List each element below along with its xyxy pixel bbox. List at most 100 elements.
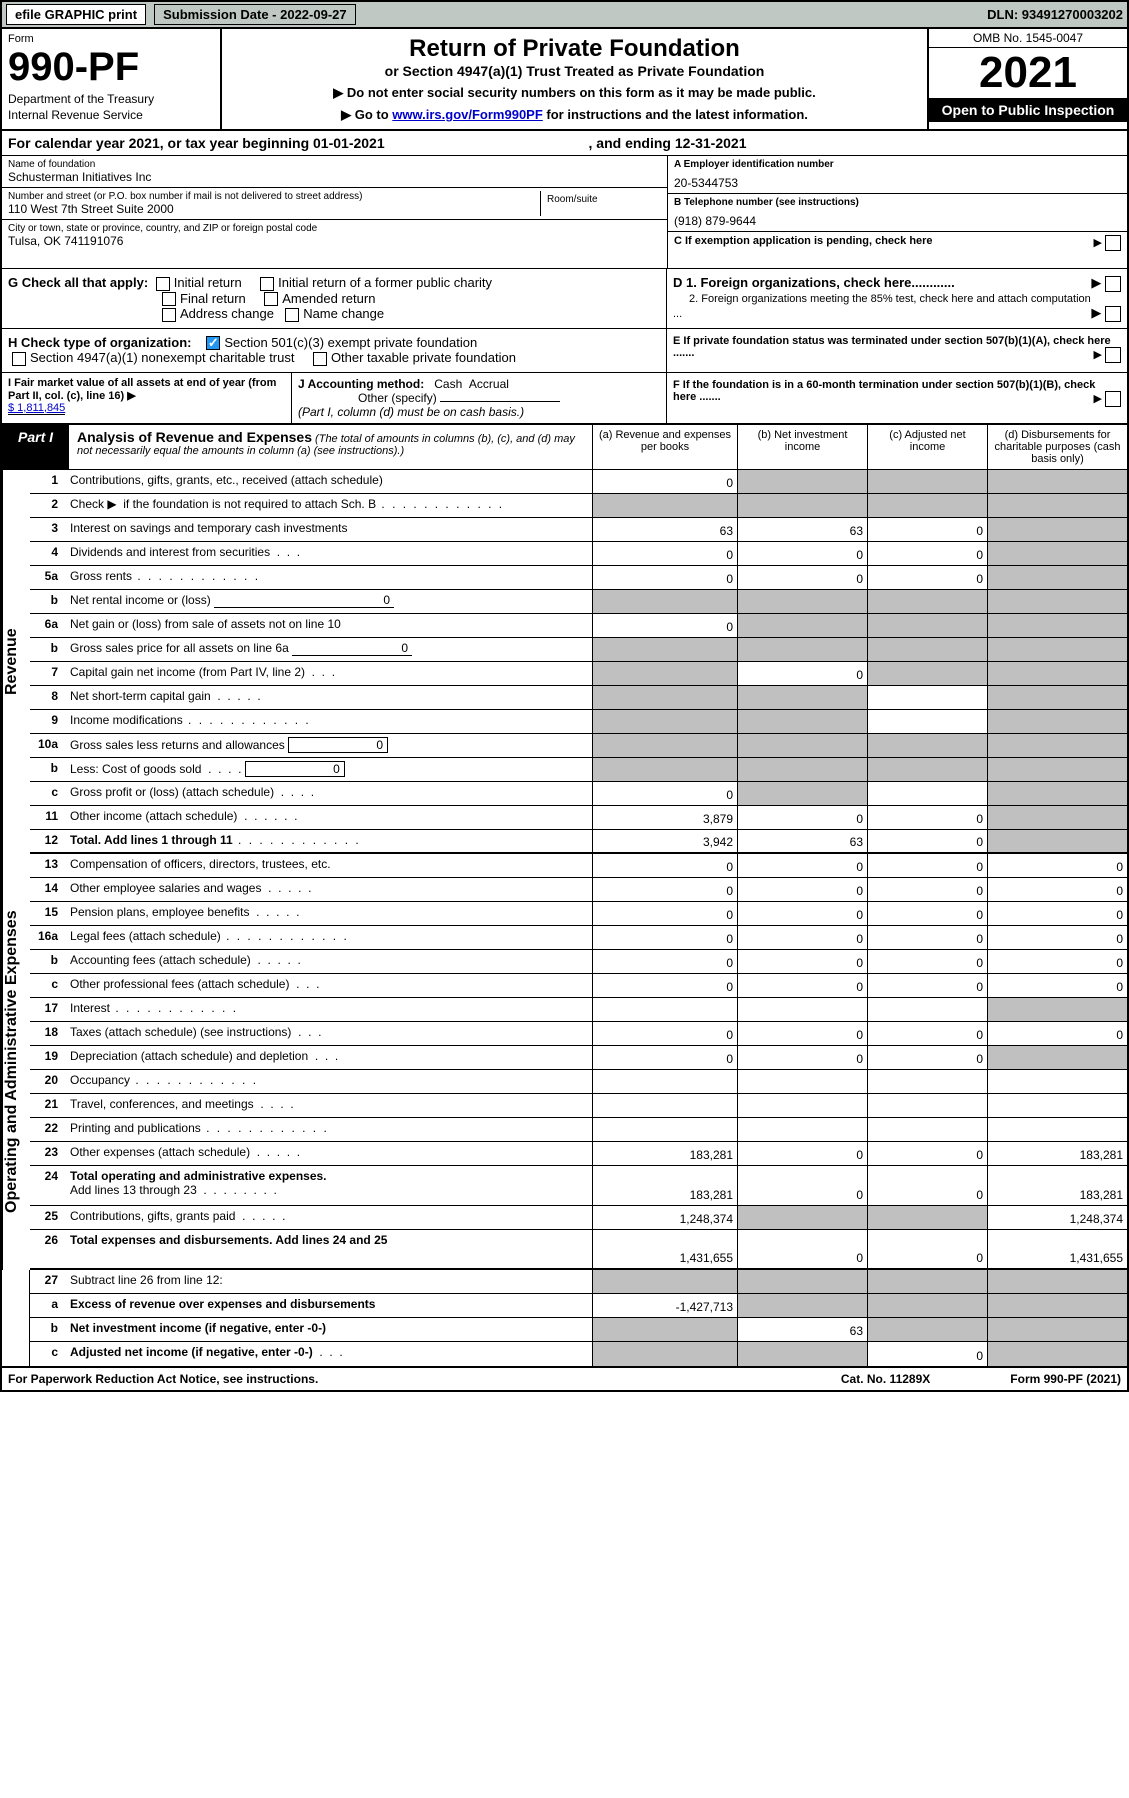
line-num: 9 [30,710,66,733]
c-cell: C If exemption application is pending, c… [668,232,1127,268]
d2-checkbox[interactable] [1105,306,1121,322]
cell-b: 0 [737,566,867,589]
table-row: cAdjusted net income (if negative, enter… [30,1342,1127,1366]
line-desc: Excess of revenue over expenses and disb… [66,1294,592,1317]
cell-b [737,1070,867,1093]
g-initial-former: Initial return of a former public charit… [278,275,492,290]
initial-return-checkbox[interactable] [156,277,170,291]
c-checkbox[interactable] [1105,235,1121,251]
cell-b: 0 [737,1166,867,1205]
desc-text: Less: Cost of goods sold [70,762,201,776]
d2-label: 2. Foreign organizations meeting the 85%… [673,293,1091,320]
cell-c: 0 [867,1142,987,1165]
phone-value: (918) 879-9644 [674,214,1121,228]
line-num: 12 [30,830,66,852]
efile-print-button[interactable]: efile GRAPHIC print [6,4,146,25]
addr-label: Number and street (or P.O. box number if… [8,191,540,202]
h-501: Section 501(c)(3) exempt private foundat… [224,335,477,350]
footer-mid: Cat. No. 11289X [841,1372,930,1386]
desc-text: Total operating and administrative expen… [70,1169,327,1183]
line-desc: Contributions, gifts, grants, etc., rece… [66,470,592,493]
cell-c [867,1318,987,1341]
other-taxable-checkbox[interactable] [313,352,327,366]
cell-a [592,998,737,1021]
table-row: 17 Interest [30,998,1127,1022]
info-left: Name of foundation Schusterman Initiativ… [2,156,667,268]
cell-b: 0 [737,878,867,901]
city-label: City or town, state or province, country… [8,223,661,234]
cell-c [867,1094,987,1117]
page-footer: For Paperwork Reduction Act Notice, see … [2,1366,1127,1390]
line-num: 8 [30,686,66,709]
line-desc: Contributions, gifts, grants paid . . . … [66,1206,592,1229]
tax-year: 2021 [929,48,1127,98]
col-d-header: (d) Disbursements for charitable purpose… [987,425,1127,469]
amended-return-checkbox[interactable] [264,292,278,306]
cell-a [592,590,737,613]
line-num: 24 [30,1166,66,1205]
cell-a: 63 [592,518,737,541]
line-num: 21 [30,1094,66,1117]
table-row: 14Other employee salaries and wages . . … [30,878,1127,902]
desc-text: Gross profit or (loss) (attach schedule) [70,785,274,799]
line-num: 19 [30,1046,66,1069]
street-cell: Number and street (or P.O. box number if… [8,191,541,216]
desc-text: Interest [70,1001,110,1015]
line-desc: Other professional fees (attach schedule… [66,974,592,997]
line-num: 17 [30,998,66,1021]
cell-c [867,1270,987,1293]
cell-d [987,566,1127,589]
desc-text: Other income (attach schedule) [70,809,237,823]
g-final: Final return [180,291,246,306]
table-row: 10aGross sales less returns and allowanc… [30,734,1127,758]
cell-c: 0 [867,1230,987,1268]
i-value[interactable]: $ 1,811,845 [8,402,65,415]
initial-former-checkbox[interactable] [260,277,274,291]
cell-a: 0 [592,566,737,589]
summary-rows: 27Subtract line 26 from line 12: aExcess… [30,1270,1127,1366]
line-desc: Occupancy [66,1070,592,1093]
cell-b [737,686,867,709]
line-num: 27 [30,1270,66,1293]
line-num: 13 [30,854,66,877]
instr-2: ▶ Go to www.irs.gov/Form990PF for instru… [228,107,921,123]
cell-a [592,638,737,661]
table-row: 26Total expenses and disbursements. Add … [30,1230,1127,1270]
line-desc: Net gain or (loss) from sale of assets n… [66,614,592,637]
f-checkbox[interactable] [1105,391,1121,407]
cell-b: 0 [737,902,867,925]
line-desc: Net investment income (if negative, ente… [66,1318,592,1341]
c-label: C If exemption application is pending, c… [674,235,933,247]
cell-a: 1,248,374 [592,1206,737,1229]
desc-text: Gross rents [70,569,132,583]
table-row: 25Contributions, gifts, grants paid . . … [30,1206,1127,1230]
d1-checkbox[interactable] [1105,276,1121,292]
cell-b: 0 [737,974,867,997]
4947-checkbox[interactable] [12,352,26,366]
line-num: 11 [30,806,66,829]
cell-c [867,710,987,733]
final-return-checkbox[interactable] [162,292,176,306]
instr-2-pre: ▶ Go to [341,107,392,122]
i-j-f-row: I Fair market value of all assets at end… [2,373,1127,424]
form990pf-link[interactable]: www.irs.gov/Form990PF [392,107,543,122]
table-row: 2Check ▶ if the foundation is not requir… [30,494,1127,518]
501c3-checkbox[interactable] [206,336,220,350]
line-num: 26 [30,1230,66,1268]
e-checkbox[interactable] [1105,347,1121,363]
cell-d: 183,281 [987,1142,1127,1165]
part1-title: Analysis of Revenue and Expenses [77,429,312,445]
col-c-header: (c) Adjusted net income [867,425,987,469]
cell-c: 0 [867,1166,987,1205]
line-num: c [30,782,66,805]
cell-c [867,734,987,757]
name-change-checkbox[interactable] [285,308,299,322]
cell-b [737,494,867,517]
table-row: 18Taxes (attach schedule) (see instructi… [30,1022,1127,1046]
cell-d: 0 [987,854,1127,877]
cell-b: 63 [737,830,867,852]
address-change-checkbox[interactable] [162,308,176,322]
desc-text: Income modifications [70,713,183,727]
desc-text: Legal fees (attach schedule) [70,929,221,943]
table-row: bGross sales price for all assets on lin… [30,638,1127,662]
